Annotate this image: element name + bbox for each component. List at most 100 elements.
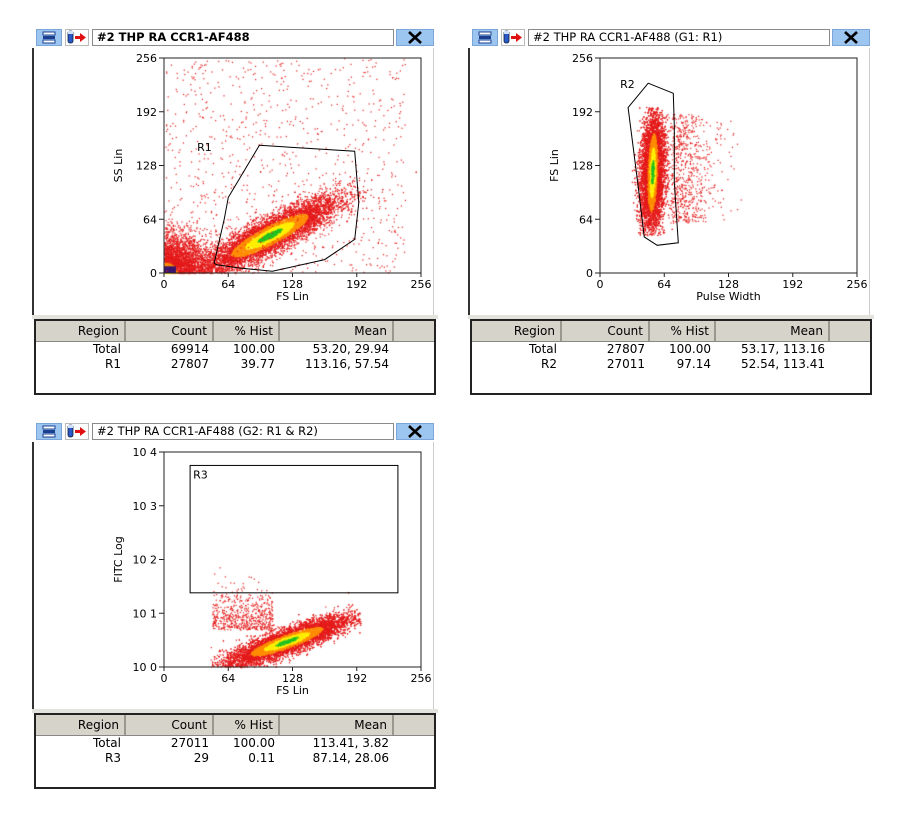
cell-hist: 100.00 [233,736,275,750]
col-hist[interactable]: % Hist [214,321,280,341]
table-row[interactable]: Total 69914 100.00 53.20, 29.94 [36,342,434,357]
stats-window-icon [42,425,56,438]
stats-table-header: Region Count % Hist Mean [36,715,434,736]
x-tick-label: 128 [718,278,739,291]
stats-table: Region Count % Hist Mean Total 27807 100.0… [470,319,872,395]
table-row[interactable]: Total 27807 100.00 53.17, 113.16 [472,342,870,357]
tube-arrow-icon [67,424,86,438]
x-tick-label: 64 [221,672,235,685]
y-tick-label: 64 [143,213,157,226]
y-tick-label: 10 2 [133,554,158,567]
window-title: #2 THP RA CCR1-AF488 [92,29,394,46]
y-tick-label: 10 1 [133,607,158,620]
stats-table: Region Count % Hist Mean Total 27011 100.0… [34,713,436,789]
x-tick-label: 128 [282,278,303,291]
table-row[interactable]: R2 27011 97.14 52.54, 113.41 [472,357,870,372]
col-empty [394,715,434,735]
tube-button[interactable] [65,423,89,440]
gate-r2[interactable] [627,82,679,246]
gate-r3[interactable] [189,464,399,594]
col-region[interactable]: Region [472,321,562,341]
window-titlebar[interactable]: #2 THP RA CCR1-AF488 [32,27,438,48]
plot-area[interactable]: 0 64 128 192 256 0 64 128 192 256 FS Lin SS Lin R1 [32,48,434,318]
tube-button[interactable] [501,29,525,46]
gate-label: R3 [193,468,208,481]
stats-table-header: Region Count % Hist Mean [36,321,434,342]
y-tick-label: 192 [572,106,593,119]
splitter[interactable] [32,709,438,713]
cell-count: 27011 [170,736,209,750]
plot-border [163,57,422,274]
cell-mean: 52.54, 113.41 [741,357,825,371]
cell-count: 27807 [170,357,209,371]
col-region[interactable]: Region [36,321,126,341]
col-hist[interactable]: % Hist [214,715,280,735]
y-tick-label: 64 [579,213,593,226]
stats-window-button[interactable] [472,29,498,46]
x-tick-label: 128 [282,672,303,685]
x-axis-label: FS Lin [276,290,309,303]
cell-hist: 100.00 [669,342,711,356]
cell-mean: 87.14, 28.06 [312,751,389,765]
cell-region: R2 [541,357,557,371]
cell-region: Total [528,342,557,356]
plot-axes: 0 64 128 192 256 0 64 128 192 256 Pulse Width FS Li… [548,52,868,303]
stats-table-header: Region Count % Hist Mean [472,321,870,342]
x-tick-label: 192 [346,278,367,291]
stats-window-button[interactable] [36,29,62,46]
cell-count: 27011 [606,357,645,371]
window-title: #2 THP RA CCR1-AF488 (G2: R1 & R2) [92,423,394,440]
y-axis-label: FITC Log [112,536,125,582]
splitter[interactable] [32,315,438,319]
cell-region: R1 [105,357,121,371]
tube-arrow-icon [503,30,522,44]
window-titlebar[interactable]: #2 THP RA CCR1-AF488 (G1: R1) [468,27,874,48]
col-mean[interactable]: Mean [716,321,830,341]
gate-label: R2 [620,78,635,91]
close-button[interactable] [396,29,434,46]
y-tick-label: 10 0 [133,661,158,674]
plot-area[interactable]: 0 64 128 192 256 0 64 128 192 256 Pulse Width FS Li… [468,48,870,318]
col-empty [394,321,434,341]
col-mean[interactable]: Mean [280,715,394,735]
gate-r1[interactable] [213,144,360,272]
col-hist[interactable]: % Hist [650,321,716,341]
y-tick-label: 256 [136,52,157,65]
x-tick-label: 64 [221,278,235,291]
plot-area[interactable]: 0 64 128 192 256 10 0 10 1 10 2 10 3 10 4 FS Lin FI… [32,442,434,712]
col-count[interactable]: Count [562,321,650,341]
y-axis-label: FS Lin [548,149,561,182]
y-tick-label: 192 [136,106,157,119]
y-tick-label: 128 [136,160,157,173]
y-tick-label: 0 [150,267,157,280]
cell-count: 27807 [606,342,645,356]
close-button[interactable] [832,29,870,46]
table-row[interactable]: Total 27011 100.00 113.41, 3.82 [36,736,434,751]
splitter[interactable] [468,315,874,319]
x-axis-label: Pulse Width [696,290,760,303]
table-row[interactable]: R1 27807 39.77 113.16, 57.54 [36,357,434,372]
y-tick-label: 10 3 [133,500,158,513]
cell-hist: 100.00 [233,342,275,356]
col-mean[interactable]: Mean [280,321,394,341]
close-button[interactable] [396,423,434,440]
cell-mean: 113.16, 57.54 [305,357,389,371]
cell-mean: 53.17, 113.16 [741,342,825,356]
plot-axes: 0 64 128 192 256 10 0 10 1 10 2 10 3 10 4 FS Lin FI… [112,446,432,697]
stats-table: Region Count % Hist Mean Total 69914 100.0… [34,319,436,395]
stats-window-button[interactable] [36,423,62,440]
x-tick-label: 192 [346,672,367,685]
col-count[interactable]: Count [126,715,214,735]
col-region[interactable]: Region [36,715,126,735]
col-count[interactable]: Count [126,321,214,341]
window-titlebar[interactable]: #2 THP RA CCR1-AF488 (G2: R1 & R2) [32,421,438,442]
col-empty [830,321,870,341]
cell-hist: 0.11 [248,751,275,765]
close-icon [408,425,422,438]
y-tick-label: 0 [586,267,593,280]
cell-region: R3 [105,751,121,765]
x-axis-label: FS Lin [276,684,309,697]
tube-button[interactable] [65,29,89,46]
table-row[interactable]: R3 29 0.11 87.14, 28.06 [36,751,434,766]
close-icon [408,31,422,44]
